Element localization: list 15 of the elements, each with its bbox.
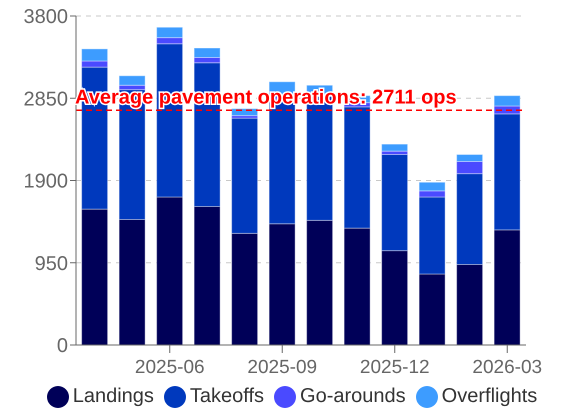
y-tick-label: 3800 xyxy=(24,6,68,28)
bar xyxy=(118,75,146,86)
legend-label: Landings xyxy=(72,385,154,407)
y-tick-label: 950 xyxy=(34,252,68,275)
y-tick-label: 0 xyxy=(56,335,68,358)
legend-label: Takeoffs xyxy=(190,385,264,407)
x-tick-label: 2025-06 xyxy=(134,357,205,378)
x-tick-label: 2025-12 xyxy=(360,357,430,378)
y-tick-label: 1900 xyxy=(24,170,68,193)
bar xyxy=(381,144,408,152)
legend-label: Go-arounds xyxy=(300,385,406,407)
x-tick-label: 2025-09 xyxy=(247,357,318,378)
y-tick-label: 2850 xyxy=(24,88,68,110)
x-tick-label: 2026-03 xyxy=(472,357,542,378)
legend-label: Overflights xyxy=(442,385,538,407)
